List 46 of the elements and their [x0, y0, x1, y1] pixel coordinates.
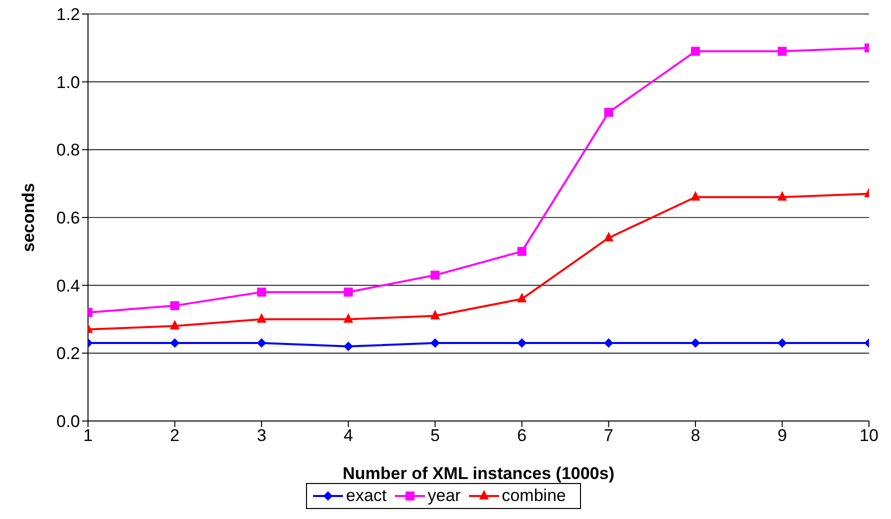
point — [690, 192, 700, 201]
x-tick-label: 6 — [517, 426, 527, 446]
point — [430, 338, 440, 348]
point — [430, 270, 440, 280]
point — [170, 301, 180, 310]
legend-label: combine — [502, 486, 566, 506]
x-tick-label: 3 — [256, 426, 266, 446]
x-tick-label: 2 — [170, 426, 180, 446]
y-tick-label: 0.2 — [56, 344, 80, 364]
x-axis-title: Number of XML instances (1000s) — [342, 464, 614, 483]
x-tick-label: 7 — [604, 426, 614, 446]
point — [517, 246, 526, 256]
point — [778, 192, 787, 201]
x-tick-label: 1 — [83, 426, 93, 446]
point — [344, 314, 353, 323]
legend-label: exact — [346, 486, 387, 506]
point — [604, 338, 614, 348]
point — [257, 314, 266, 323]
y-tick-label: 0.4 — [56, 276, 80, 296]
point — [257, 338, 266, 348]
point — [517, 338, 526, 348]
point — [344, 288, 353, 297]
point — [690, 338, 700, 348]
y-tick-label: 0.8 — [56, 140, 80, 160]
y-tick-label: 1.0 — [56, 72, 80, 92]
point — [604, 108, 614, 117]
point — [257, 288, 266, 297]
x-tick-label: 8 — [690, 426, 700, 446]
point — [604, 232, 614, 242]
y-tick-label: 0.0 — [56, 412, 80, 432]
point — [690, 46, 700, 56]
point — [170, 320, 180, 330]
point — [778, 338, 787, 348]
y-axis-title: seconds — [19, 183, 38, 252]
y-tick-label: 1.2 — [56, 5, 80, 24]
x-tick-label: 9 — [777, 426, 787, 446]
y-tick-label: 0.6 — [56, 208, 80, 228]
point — [170, 338, 180, 348]
point — [778, 46, 787, 56]
x-tick-label: 10 — [860, 426, 878, 446]
x-tick-label: 5 — [430, 426, 440, 446]
point — [517, 293, 526, 302]
legend-label: year — [428, 486, 461, 506]
x-tick-label: 4 — [344, 426, 354, 446]
point — [344, 342, 353, 351]
point — [430, 310, 440, 320]
